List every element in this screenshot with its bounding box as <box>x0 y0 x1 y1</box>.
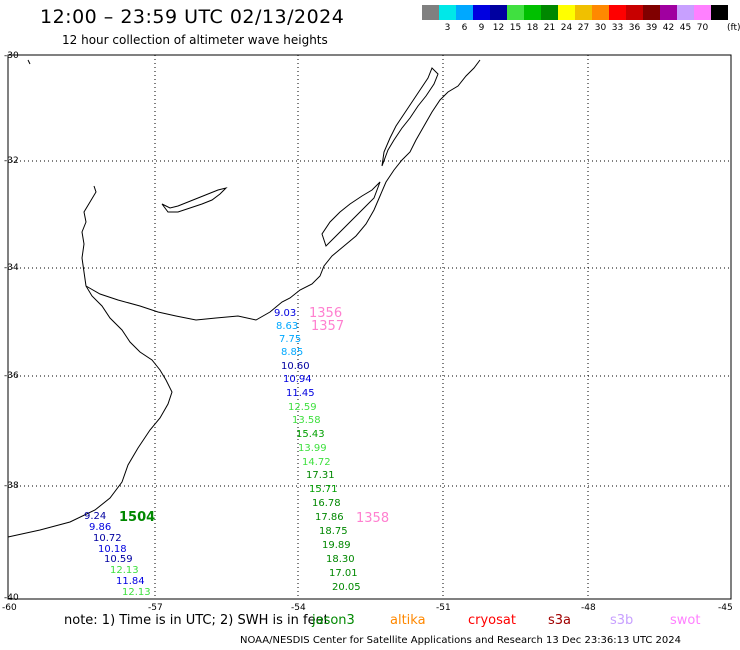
pass-time-label: 1357 <box>311 319 345 334</box>
wave-height-label: 17.86 <box>315 512 344 523</box>
color-scale-swatch <box>541 5 558 20</box>
map-frame <box>7 54 732 600</box>
wave-height-label: 15.71 <box>309 484 338 495</box>
lat-label: -34 <box>4 263 19 273</box>
color-scale-label: 30 <box>594 23 607 33</box>
color-scale-swatch <box>422 5 439 20</box>
wave-height-label: 13.58 <box>292 415 321 426</box>
color-scale-label: 21 <box>543 23 556 33</box>
pass-time-label: 1504 <box>119 510 156 525</box>
color-scale-swatch <box>643 5 660 20</box>
color-scale-swatch <box>490 5 507 20</box>
wave-height-label: 17.01 <box>329 568 358 579</box>
legend-item-swot: swot <box>670 613 701 628</box>
wave-height-label: 10.94 <box>283 374 312 385</box>
lat-label: -38 <box>4 481 19 491</box>
lon-label: -45 <box>718 603 733 613</box>
legend-item-s3a: s3a <box>548 613 572 628</box>
wave-height-label: 19.89 <box>322 540 351 551</box>
color-scale-label: 9 <box>478 23 485 33</box>
wave-height-label: 10.60 <box>281 361 310 372</box>
wave-height-label: 8.85 <box>281 347 304 358</box>
wave-height-label: 18.75 <box>319 526 348 537</box>
wave-height-label: 10.59 <box>104 554 133 565</box>
lat-label: -32 <box>4 156 19 166</box>
wave-height-label: 10.72 <box>93 533 122 544</box>
color-scale-label: 42 <box>662 23 675 33</box>
color-scale-swatch <box>694 5 711 20</box>
wave-height-label: 12.59 <box>288 402 317 413</box>
graticule <box>8 55 731 599</box>
color-scale-label: 12 <box>492 23 505 33</box>
legend-item-jason3: jason3 <box>312 613 355 628</box>
lat-label: -36 <box>4 371 19 381</box>
wave-height-label: 15.43 <box>296 429 325 440</box>
color-scale-swatch <box>626 5 643 20</box>
wave-height-label: 12.13 <box>122 587 151 598</box>
wave-height-label: 7.75 <box>279 334 302 345</box>
wave-height-label: 13.99 <box>298 443 327 454</box>
color-scale-label: 39 <box>645 23 658 33</box>
color-scale-label: 70 <box>696 23 709 33</box>
color-scale-label: 36 <box>628 23 641 33</box>
color-scale-swatch <box>558 5 575 20</box>
footer-credit: NOAA/NESDIS Center for Satellite Applica… <box>240 635 682 646</box>
lon-label: -60 <box>2 603 17 613</box>
color-scale-label: 6 <box>461 23 468 33</box>
color-scale-swatch <box>575 5 592 20</box>
pass-time-label: 1358 <box>356 511 390 526</box>
color-scale-swatch <box>660 5 677 20</box>
wave-height-label: 20.05 <box>332 582 361 593</box>
color-scale-label: 24 <box>560 23 573 33</box>
wave-height-label: 18.30 <box>326 554 355 565</box>
footer-note: note: 1) Time is in UTC; 2) SWH is in fe… <box>64 613 329 628</box>
color-scale-label: 15 <box>509 23 522 33</box>
wave-height-label: 8.63 <box>276 321 299 332</box>
color-scale-swatch <box>592 5 609 20</box>
color-scale-label: 27 <box>577 23 590 33</box>
legend-item-s3b: s3b <box>610 613 634 628</box>
pass-time-label: 1356 <box>309 306 343 321</box>
map-subtitle: 12 hour collection of altimeter wave hei… <box>62 33 328 47</box>
lat-label: -30 <box>4 51 19 61</box>
legend-item-altika: altika <box>390 613 426 628</box>
wave-height-label: 17.31 <box>306 470 335 481</box>
wave-height-label: 9.24 <box>84 511 107 522</box>
wave-height-label: 11.45 <box>286 388 315 399</box>
lon-label: -57 <box>148 603 163 613</box>
wave-height-label: 12.13 <box>110 565 139 576</box>
coastline <box>7 59 481 538</box>
wave-height-label: 10.18 <box>98 544 127 555</box>
color-scale-swatch <box>473 5 490 20</box>
wave-height-label: 9.86 <box>89 522 112 533</box>
color-scale-swatch <box>524 5 541 20</box>
color-scale-unit: (ft) <box>727 23 740 33</box>
color-scale-label: 45 <box>679 23 692 33</box>
color-scale-swatch <box>609 5 626 20</box>
wave-height-label: 14.72 <box>302 457 331 468</box>
map-title: 12:00 – 23:59 UTC 02/13/2024 <box>40 6 345 28</box>
color-scale-label: 18 <box>526 23 539 33</box>
legend-item-cryosat: cryosat <box>468 613 516 628</box>
color-scale-label: 3 <box>444 23 451 33</box>
color-scale-label: 33 <box>611 23 624 33</box>
lat-label: -40 <box>4 593 19 603</box>
color-scale-swatch <box>677 5 694 20</box>
wave-height-label: 11.84 <box>116 576 145 587</box>
color-scale-swatch <box>439 5 456 20</box>
lon-label: -51 <box>436 603 451 613</box>
color-scale-swatch <box>507 5 524 20</box>
wave-height-label: 9.03 <box>274 308 297 319</box>
wave-height-label: 16.78 <box>312 498 341 509</box>
lon-label: -54 <box>291 603 306 613</box>
lon-label: -48 <box>581 603 596 613</box>
color-scale-swatch <box>711 5 728 20</box>
color-scale-swatch <box>456 5 473 20</box>
